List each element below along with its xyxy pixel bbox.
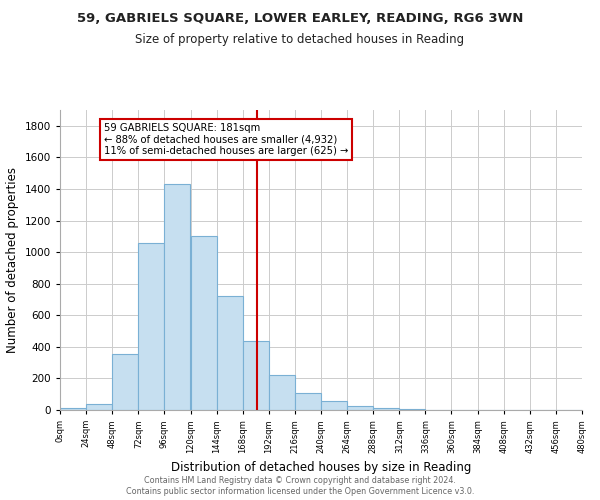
Bar bbox=[321, 402, 347, 410]
Bar bbox=[217, 296, 242, 410]
Bar bbox=[400, 409, 425, 410]
Text: 59 GABRIELS SQUARE: 181sqm
← 88% of detached houses are smaller (4,932)
11% of s: 59 GABRIELS SQUARE: 181sqm ← 88% of deta… bbox=[104, 122, 348, 156]
Bar bbox=[86, 404, 112, 410]
Text: 59, GABRIELS SQUARE, LOWER EARLEY, READING, RG6 3WN: 59, GABRIELS SQUARE, LOWER EARLEY, READI… bbox=[77, 12, 523, 26]
Bar bbox=[191, 236, 217, 410]
Text: Size of property relative to detached houses in Reading: Size of property relative to detached ho… bbox=[136, 32, 464, 46]
Text: Contains public sector information licensed under the Open Government Licence v3: Contains public sector information licen… bbox=[126, 488, 474, 496]
Bar bbox=[269, 376, 295, 410]
Bar bbox=[373, 408, 400, 410]
Y-axis label: Number of detached properties: Number of detached properties bbox=[6, 167, 19, 353]
Bar bbox=[242, 342, 269, 410]
Bar bbox=[295, 394, 321, 410]
X-axis label: Distribution of detached houses by size in Reading: Distribution of detached houses by size … bbox=[171, 462, 471, 474]
Bar bbox=[60, 408, 86, 410]
Text: Contains HM Land Registry data © Crown copyright and database right 2024.: Contains HM Land Registry data © Crown c… bbox=[144, 476, 456, 485]
Bar bbox=[139, 244, 164, 410]
Bar bbox=[347, 406, 373, 410]
Bar bbox=[112, 354, 138, 410]
Bar bbox=[164, 184, 190, 410]
